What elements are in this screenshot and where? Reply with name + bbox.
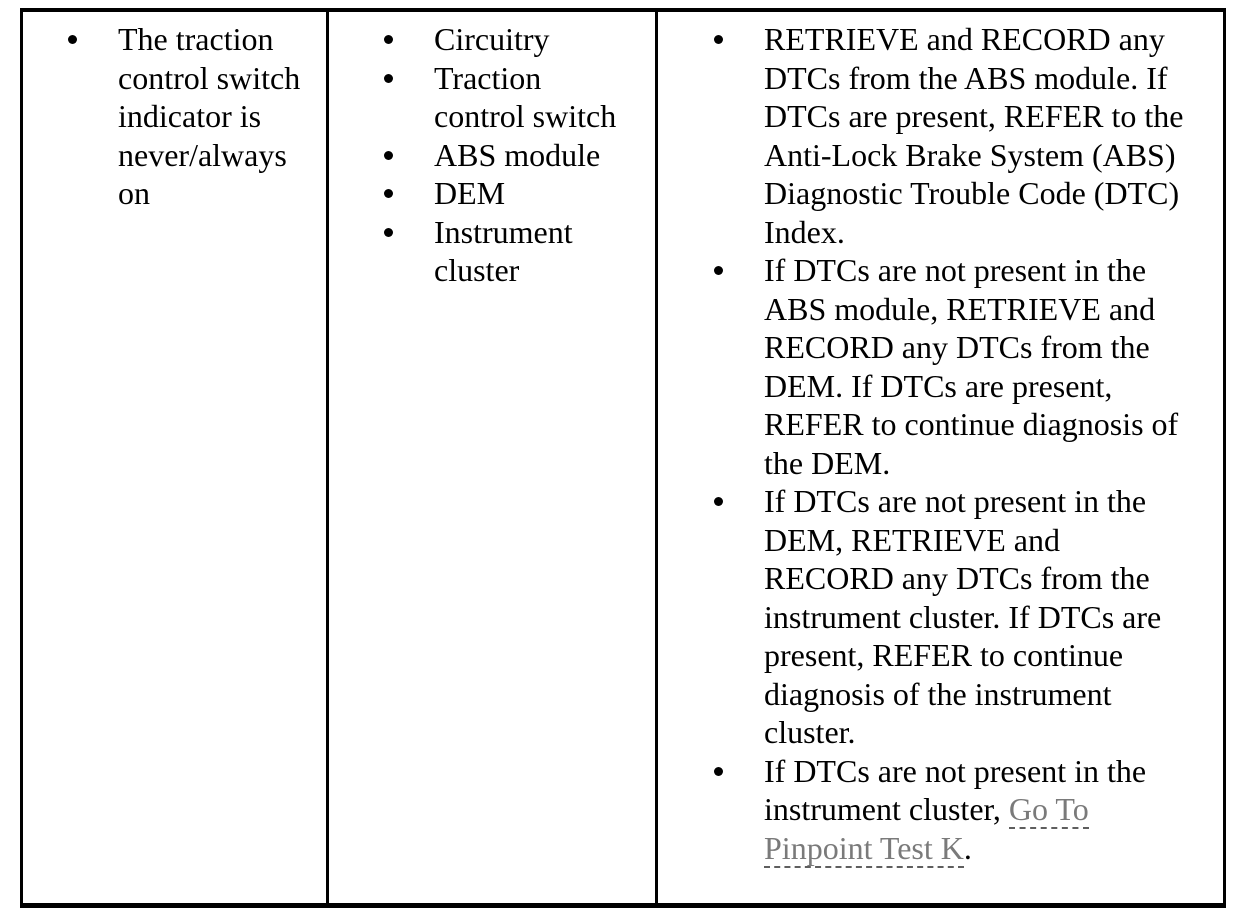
action-text-after-link: . bbox=[963, 829, 972, 866]
list-item: Circuitry bbox=[384, 20, 629, 59]
bullet-icon bbox=[714, 482, 764, 506]
bullet-icon bbox=[384, 136, 434, 160]
action-text: RETRIEVE and RECORD any DTCs from the AB… bbox=[764, 21, 1184, 250]
bullet-icon bbox=[384, 20, 434, 44]
possible-sources-cell: Circuitry Traction control switch ABS mo… bbox=[326, 8, 658, 907]
bullet-icon bbox=[384, 174, 434, 198]
table-row: The traction control switch indicator is… bbox=[20, 8, 1226, 907]
bullet-icon bbox=[384, 213, 434, 237]
actions-cell: RETRIEVE and RECORD any DTCs from the AB… bbox=[655, 8, 1226, 907]
list-item: If DTCs are not present in the DEM, RETR… bbox=[714, 482, 1190, 752]
bullet-icon bbox=[714, 752, 764, 776]
list-item: RETRIEVE and RECORD any DTCs from the AB… bbox=[714, 20, 1190, 251]
source-text: Circuitry bbox=[434, 21, 550, 57]
bullet-icon bbox=[68, 20, 118, 44]
source-text: ABS module bbox=[434, 136, 601, 173]
possible-sources-list: Circuitry Traction control switch ABS mo… bbox=[329, 20, 655, 290]
list-item: If DTCs are not present in the instrumen… bbox=[714, 752, 1190, 868]
bullet-icon bbox=[714, 20, 764, 44]
symptom-list: The traction control switch indicator is… bbox=[23, 20, 326, 213]
action-text: If DTCs are not present in the ABS modul… bbox=[764, 252, 1179, 481]
source-text: Instrument cluster bbox=[434, 213, 573, 289]
list-item: If DTCs are not present in the ABS modul… bbox=[714, 251, 1190, 482]
action-text: If DTCs are not present in the instrumen… bbox=[764, 752, 1190, 868]
symptom-text: The traction control switch indicator is… bbox=[118, 21, 301, 211]
symptom-cell: The traction control switch indicator is… bbox=[20, 8, 329, 907]
list-item: DEM bbox=[384, 174, 629, 213]
diagnostic-table: The traction control switch indicator is… bbox=[20, 8, 1226, 908]
action-text: If DTCs are not present in the DEM, RETR… bbox=[764, 483, 1162, 750]
go-to-pinpoint-test-k-link[interactable]: Go To Pinpoint Test K bbox=[764, 791, 1089, 868]
source-text: DEM bbox=[434, 175, 506, 211]
bullet-icon bbox=[714, 251, 764, 275]
list-item: The traction control switch indicator is… bbox=[68, 20, 308, 213]
list-item: ABS module bbox=[384, 136, 629, 175]
bullet-icon bbox=[384, 59, 434, 83]
list-item: Traction control switch bbox=[384, 59, 629, 136]
action-text-before-link: If DTCs are not present in the instrumen… bbox=[764, 752, 1147, 828]
actions-list: RETRIEVE and RECORD any DTCs from the AB… bbox=[658, 20, 1223, 868]
source-text: Traction control switch bbox=[434, 59, 617, 135]
list-item: Instrument cluster bbox=[384, 213, 629, 290]
